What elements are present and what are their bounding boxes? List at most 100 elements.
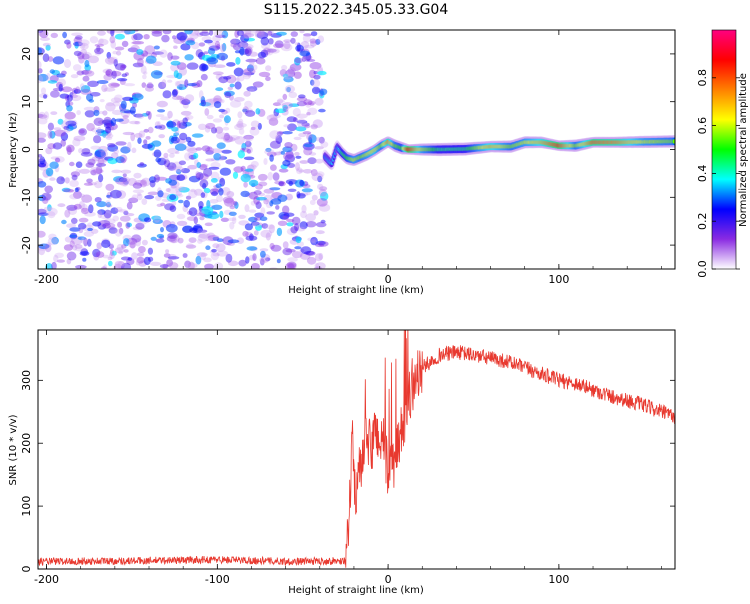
noise-speckle bbox=[136, 192, 142, 197]
noise-speckle bbox=[250, 120, 260, 128]
noise-speckle bbox=[56, 73, 66, 78]
noise-speckle bbox=[45, 147, 53, 155]
noise-speckle bbox=[234, 50, 241, 54]
noise-speckle bbox=[265, 76, 271, 82]
noise-speckle bbox=[141, 143, 153, 149]
noise-speckle bbox=[210, 178, 218, 183]
noise-speckle bbox=[248, 216, 258, 222]
noise-speckle bbox=[244, 204, 250, 213]
noise-speckle bbox=[228, 211, 237, 216]
noise-speckle bbox=[133, 33, 143, 41]
noise-speckle bbox=[64, 39, 71, 45]
noise-speckle bbox=[244, 223, 253, 231]
noise-speckle bbox=[160, 116, 171, 121]
noise-speckle bbox=[159, 49, 168, 58]
noise-speckle bbox=[213, 262, 224, 269]
noise-speckle bbox=[71, 174, 78, 181]
noise-speckle bbox=[229, 221, 235, 230]
noise-speckle bbox=[97, 209, 106, 215]
noise-speckle bbox=[163, 159, 171, 168]
noise-speckle bbox=[283, 151, 295, 161]
noise-speckle bbox=[74, 247, 87, 252]
noise-speckle bbox=[290, 37, 296, 44]
noise-speckle bbox=[73, 135, 86, 142]
noise-speckle bbox=[246, 148, 251, 154]
noise-speckle bbox=[113, 59, 118, 67]
noise-speckle bbox=[184, 94, 195, 103]
noise-speckle bbox=[66, 223, 77, 229]
noise-speckle bbox=[79, 129, 85, 134]
noise-speckle bbox=[277, 130, 285, 135]
noise-speckle bbox=[273, 151, 282, 156]
noise-speckle bbox=[69, 234, 78, 239]
noise-speckle bbox=[291, 216, 301, 226]
noise-speckle bbox=[122, 115, 129, 119]
noise-speckle bbox=[105, 203, 113, 208]
colorbar-tick-label: 0.6 bbox=[696, 117, 709, 135]
noise-speckle bbox=[303, 147, 313, 156]
noise-speckle bbox=[38, 230, 46, 238]
noise-speckle bbox=[112, 215, 119, 222]
noise-speckle bbox=[64, 209, 71, 218]
noise-speckle bbox=[47, 56, 54, 62]
noise-speckle bbox=[230, 100, 242, 108]
noise-speckle bbox=[47, 204, 52, 212]
noise-speckle bbox=[45, 44, 51, 51]
noise-speckle bbox=[121, 40, 129, 48]
x-tick-label: 100 bbox=[548, 273, 569, 286]
noise-speckle bbox=[179, 97, 189, 106]
noise-speckle bbox=[310, 124, 319, 128]
noise-speckle bbox=[42, 42, 51, 47]
noise-speckle bbox=[127, 257, 133, 261]
noise-speckle bbox=[244, 44, 254, 50]
noise-speckle bbox=[203, 51, 209, 55]
noise-speckle bbox=[213, 153, 222, 161]
noise-speckle bbox=[126, 222, 132, 228]
noise-speckle bbox=[47, 237, 58, 246]
noise-speckle bbox=[94, 50, 102, 56]
noise-speckle bbox=[199, 63, 208, 72]
noise-speckle bbox=[207, 146, 213, 151]
noise-speckle bbox=[155, 238, 165, 243]
noise-speckle bbox=[277, 220, 288, 226]
noise-speckle bbox=[273, 43, 284, 49]
noise-speckle bbox=[87, 222, 94, 227]
noise-speckle bbox=[153, 174, 160, 183]
noise-speckle bbox=[242, 70, 252, 80]
noise-speckle bbox=[220, 44, 226, 53]
noise-speckle bbox=[276, 258, 281, 264]
noise-speckle bbox=[315, 230, 325, 235]
noise-speckle bbox=[317, 183, 324, 190]
y-tick-label: 10 bbox=[20, 95, 33, 109]
noise-speckle bbox=[257, 122, 262, 130]
noise-speckle bbox=[54, 156, 65, 163]
noise-speckle bbox=[252, 64, 258, 71]
noise-speckle bbox=[285, 248, 296, 253]
noise-speckle bbox=[161, 156, 169, 161]
noise-speckle bbox=[251, 222, 261, 227]
noise-speckle bbox=[210, 171, 220, 181]
noise-speckle bbox=[66, 251, 77, 261]
noise-speckle bbox=[38, 60, 42, 69]
noise-speckle bbox=[144, 45, 156, 55]
noise-speckle bbox=[304, 58, 316, 62]
noise-speckle bbox=[197, 233, 208, 242]
noise-speckle bbox=[210, 148, 223, 154]
noise-speckle bbox=[92, 168, 104, 174]
noise-speckle bbox=[66, 204, 78, 211]
noise-speckle bbox=[98, 110, 104, 115]
noise-speckle bbox=[223, 76, 232, 80]
noise-speckle bbox=[287, 263, 295, 269]
noise-speckle bbox=[244, 100, 253, 109]
noise-speckle bbox=[43, 94, 48, 99]
noise-speckle bbox=[232, 43, 241, 51]
noise-speckle bbox=[229, 205, 236, 210]
noise-speckle bbox=[295, 236, 302, 244]
colorbar-tick-label: 0.4 bbox=[696, 165, 709, 183]
noise-speckle bbox=[245, 110, 256, 117]
noise-speckle bbox=[276, 31, 287, 36]
noise-speckle bbox=[75, 168, 81, 176]
noise-speckle bbox=[268, 38, 274, 45]
noise-speckle bbox=[93, 135, 102, 144]
